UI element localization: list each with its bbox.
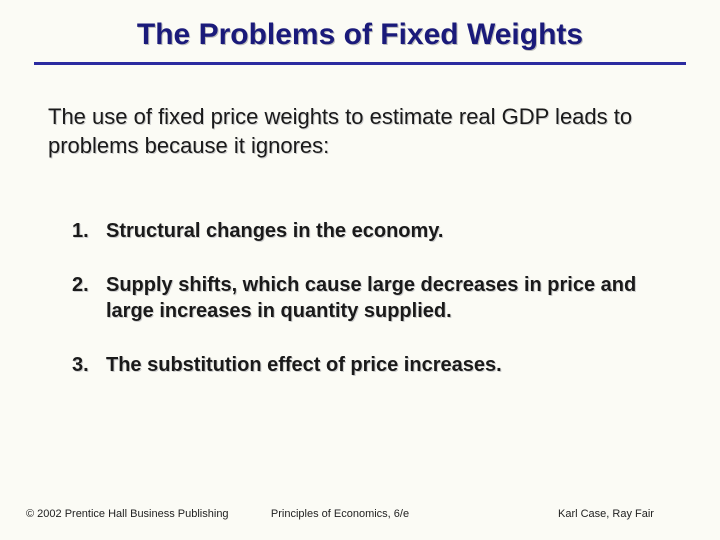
slide: The Problems of Fixed Weights The use of… <box>0 0 720 540</box>
footer-authors: Karl Case, Ray Fair <box>445 508 694 520</box>
problem-list: Structural changes in the economy. Suppl… <box>72 218 672 378</box>
footer-book: Principles of Economics, 6/e <box>235 508 444 520</box>
footer: © 2002 Prentice Hall Business Publishing… <box>0 508 720 520</box>
list-item: The substitution effect of price increas… <box>72 352 672 378</box>
list-item: Supply shifts, which cause large decreas… <box>72 272 672 324</box>
intro-text: The use of fixed price weights to estima… <box>48 103 672 160</box>
title-rule <box>34 62 686 65</box>
footer-copyright: © 2002 Prentice Hall Business Publishing <box>26 508 235 520</box>
slide-title: The Problems of Fixed Weights <box>0 18 720 52</box>
list-item: Structural changes in the economy. <box>72 218 672 244</box>
